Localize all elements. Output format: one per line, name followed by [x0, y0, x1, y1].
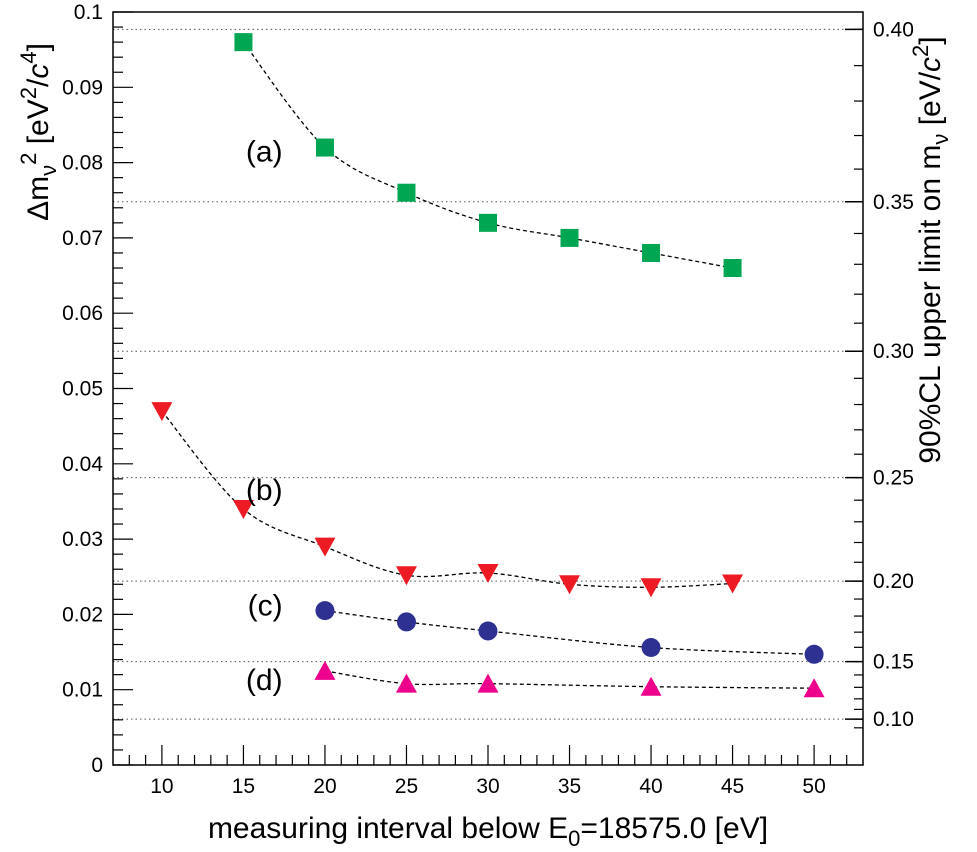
y-axis-title-right: 90%CL upper limit on mν [eV/c2] — [908, 36, 953, 463]
y2-tick-label: 0.40 — [873, 18, 914, 41]
y-tick-label: 0.01 — [62, 679, 103, 702]
x-axis-title: measuring interval below E0=18575.0 [eV] — [208, 812, 768, 851]
x-tick-label: 20 — [313, 775, 336, 798]
y2-tick-label: 0.20 — [873, 570, 914, 593]
y-tick-label: 0 — [91, 754, 103, 777]
y-axis-right: 0.10 0.15 0.20 0.25 0.30 0.35 0.40 — [845, 18, 914, 731]
series-line — [324, 609, 815, 655]
data-point — [723, 259, 742, 278]
y-axis-title-left: Δmν2 [eV2/c4] — [16, 43, 61, 221]
data-point — [477, 563, 499, 583]
annotation-layer: (a) (b) (c) (d) — [246, 135, 283, 697]
data-point — [642, 243, 661, 262]
y2-gridlines — [113, 28, 863, 720]
data-point — [395, 566, 417, 586]
x-tick-label: 35 — [558, 775, 581, 798]
y2-tick-label: 0.15 — [873, 651, 914, 674]
data-point — [232, 499, 254, 519]
annotation-label: (b) — [246, 474, 283, 507]
data-point — [397, 183, 416, 202]
data-point — [640, 578, 662, 598]
data-point — [640, 676, 662, 696]
data-point — [560, 228, 579, 247]
y2-tick-label: 0.30 — [873, 340, 914, 363]
data-point — [722, 574, 744, 594]
y-tick-label: 0.06 — [62, 302, 103, 325]
data-point — [314, 537, 336, 557]
data-point — [479, 213, 497, 232]
x-tick-label: 40 — [639, 775, 662, 798]
y2-tick-label: 0.35 — [873, 191, 914, 214]
data-point — [151, 402, 173, 422]
x-axis: 10 15 20 25 30 35 40 45 50 — [128, 745, 848, 798]
x-tick-label: 25 — [395, 775, 418, 798]
x-tick-label: 30 — [476, 775, 499, 798]
y2-tick-label: 0.25 — [873, 467, 914, 490]
x-tick-label: 50 — [802, 775, 825, 798]
series-line — [324, 670, 815, 689]
x-tick-label: 10 — [150, 775, 173, 798]
y-tick-label: 0.05 — [62, 378, 103, 401]
y-tick-label: 0.09 — [62, 76, 103, 99]
data-point — [478, 621, 498, 641]
y-tick-label: 0.08 — [62, 152, 103, 175]
y-tick-label: 0.02 — [62, 603, 103, 626]
data-point — [641, 638, 661, 658]
x-tick-label: 45 — [721, 775, 744, 798]
y-tick-label: 0.04 — [62, 453, 103, 476]
data-point — [396, 612, 416, 632]
data-point — [477, 673, 499, 693]
y2-tick-label: 0.10 — [873, 708, 914, 731]
data-point — [315, 138, 334, 157]
y-tick-label: 0.07 — [62, 227, 103, 250]
series-layer — [151, 33, 825, 698]
y-tick-label: 0.03 — [62, 528, 103, 551]
y-tick-label: 0.1 — [74, 1, 103, 24]
data-point — [559, 575, 581, 595]
data-point — [395, 673, 417, 693]
annotation-label: (d) — [246, 664, 283, 697]
data-point — [315, 601, 335, 621]
data-point — [314, 660, 336, 680]
data-point — [234, 33, 253, 52]
y-axis-left: 0 0.01 0.02 0.03 0.04 0.05 0.06 0.07 0.08 0.09 0.1 — [62, 1, 133, 777]
annotation-label: (c) — [248, 589, 283, 622]
data-point — [803, 678, 825, 698]
annotation-label: (a) — [246, 135, 283, 168]
x-tick-label: 15 — [232, 775, 255, 798]
data-point — [804, 644, 824, 664]
